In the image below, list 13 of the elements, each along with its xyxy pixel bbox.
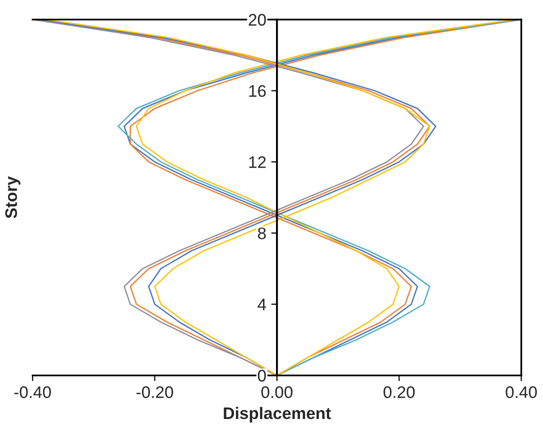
x-tick-label: -0.20 (136, 386, 174, 398)
x-tick-label: 0.00 (261, 386, 292, 398)
y-tick-label: 8 (258, 227, 266, 240)
y-tick-label: 20 (248, 14, 266, 26)
y-tick-label: 4 (258, 298, 266, 310)
x-tick-label: 0.20 (384, 386, 415, 398)
y-tick-label: 12 (249, 156, 266, 168)
y-tick-label: 16 (249, 85, 266, 97)
y-axis-title: Story (5, 176, 20, 218)
x-tick-label: 0.40 (506, 386, 537, 398)
y-tick-label: 0 (258, 370, 266, 382)
x-tick-label: -0.40 (14, 386, 51, 398)
x-axis-title: Displacement (224, 406, 331, 422)
